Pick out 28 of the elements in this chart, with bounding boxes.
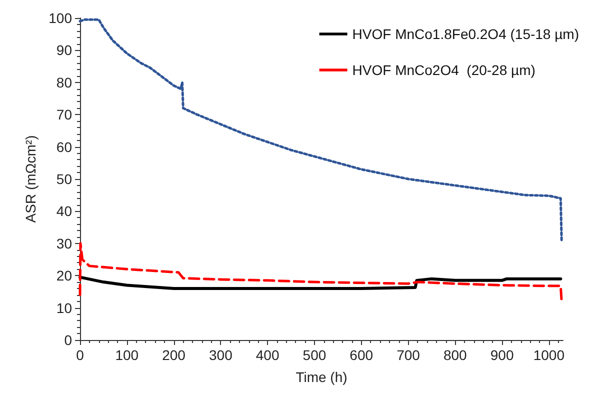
y-tick-label: 100 [48,10,72,26]
y-axis-title: ASR (mΩcm²) [22,135,39,223]
y-tick-label: 30 [56,235,72,252]
x-tick-label: 700 [396,347,420,363]
x-tick-label: 200 [162,347,186,363]
y-tick-label: 10 [56,300,72,316]
y-tick-label: 20 [56,268,72,284]
x-tick-label: 500 [302,347,326,363]
x-axis-title: Time (h) [296,369,348,385]
x-tick-label: 900 [490,347,514,363]
x-tick-label: 300 [209,347,233,363]
line-series [78,276,562,290]
y-tick-label: 80 [56,74,72,90]
y-tick-label: 40 [56,203,72,220]
y-tick-label: 90 [56,42,72,58]
x-tick-label: 1000 [533,347,565,363]
legend-label: HVOF MnCo2O4 (20-28 µm) [352,62,536,78]
y-tick-label: 70 [56,106,72,123]
x-tick-label: 100 [115,347,139,363]
x-tick-label: 400 [256,347,280,363]
x-tick-label: 0 [76,347,84,363]
legend-label: HVOF MnCo1.8Fe0.2O4 (15-18 µm) [352,26,580,42]
x-tick-label: 800 [443,347,468,363]
y-tick-label: 60 [56,138,72,155]
y-tick-label: 0 [64,332,72,348]
y-tick-label: 50 [56,171,72,187]
x-tick-label: 600 [350,347,374,363]
line-series [78,242,563,303]
